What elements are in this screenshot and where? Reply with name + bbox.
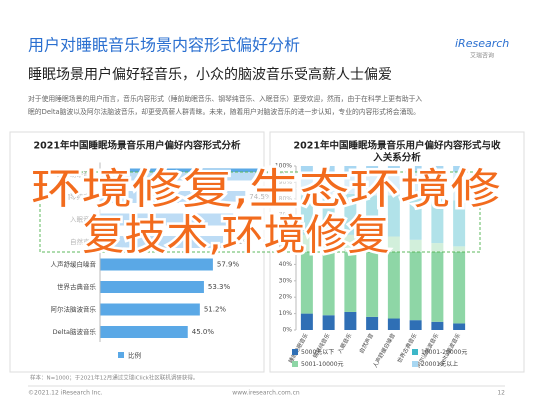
bar — [100, 258, 213, 271]
bar-segment — [431, 243, 444, 322]
chart-title: 2021年中国睡眠场景音乐用户偏好内容形式与收 — [294, 140, 501, 152]
bar-segment — [366, 316, 379, 330]
category-label: 人声舒缓白噪音 — [51, 260, 97, 269]
legend-label: 10001-20000元 — [421, 349, 467, 356]
footer-left: ©2021.12 iResearch Inc. — [28, 390, 103, 397]
overlay-text: 环境修复,生态环境修 — [31, 165, 501, 214]
legend-label: 5001-10000元 — [301, 361, 344, 368]
chart-title: 入关系分析 — [372, 152, 421, 164]
overlay: 环境修复,生态环境修 复技术,环境修复 — [29, 162, 504, 262]
logo-sub: 艾瑞咨询 — [470, 52, 494, 60]
bar — [100, 303, 200, 316]
bar-segment — [387, 318, 400, 330]
bar-segment — [322, 315, 335, 330]
paragraph-line: 对于使用睡眠场景的用户而言，音乐内容形式（睡前助眠音乐、钢琴纯音乐、入眠音乐）更… — [28, 94, 422, 103]
chart-title: 2021年中国睡眠场景音乐用户偏好内容形式分析 — [34, 140, 241, 152]
category-label: Delta脑波音乐 — [53, 327, 97, 336]
paragraph-line: 眠的Delta脑波以及阿尔法脑波音乐，却更受高薪人群青睐。未来，随着用户对脑波音… — [28, 107, 420, 116]
bar-segment — [409, 239, 422, 321]
value-label: 53.3% — [208, 283, 231, 291]
bar-segment — [344, 311, 357, 330]
category-label: 阿尔法脑波音乐 — [51, 305, 97, 314]
value-label: 57.9% — [217, 261, 240, 269]
legend-label: 5000元以下 — [301, 349, 334, 356]
bar-segment — [453, 323, 466, 330]
overlay-text: 复技术,环境修复 — [82, 211, 389, 260]
page-title: 用户对睡眠音乐场景内容形式偏好分析 — [28, 36, 300, 55]
y-tick-label: 40% — [279, 261, 293, 268]
bar-segment — [453, 246, 466, 324]
legend-swatch — [412, 349, 418, 355]
bar-segment — [300, 234, 313, 314]
logo: iResearch — [455, 37, 509, 50]
value-label: 51.2% — [204, 306, 227, 314]
bar-segment — [344, 234, 357, 312]
bar — [100, 326, 188, 338]
y-tick-label: 20% — [279, 294, 293, 301]
legend-swatch — [292, 349, 298, 355]
category-label: 世界古典音乐 — [57, 282, 97, 291]
subtitle: 睡眠场景用户偏好轻音乐，小众的脑波音乐受高薪人士偏爱 — [28, 66, 392, 83]
legend-swatch — [412, 361, 418, 367]
bar-segment — [431, 321, 444, 330]
y-tick-label: 0% — [282, 327, 292, 334]
legend-label: 比例 — [128, 351, 141, 360]
bar-segment — [387, 236, 400, 319]
bar — [100, 281, 204, 293]
footer-center: www.iresearch.com.cn — [232, 390, 300, 397]
value-label: 45.0% — [192, 328, 215, 336]
page-number: 12 — [497, 390, 505, 397]
bar-segment — [366, 231, 379, 317]
y-tick-label: 100% — [275, 163, 292, 170]
overlay-box — [39, 171, 481, 253]
bar-segment — [409, 320, 422, 330]
y-tick-label: 30% — [279, 277, 293, 284]
note: 样本：N=1000；于2021年12月通过艾瑞iClick社区联机调研获得。 — [30, 374, 198, 382]
legend-label: 20001元以上 — [421, 360, 458, 368]
legend-swatch — [118, 352, 124, 358]
bar-segment — [322, 233, 335, 316]
y-tick-label: 10% — [279, 310, 293, 317]
bar-segment — [300, 313, 313, 330]
legend-swatch — [292, 361, 298, 367]
